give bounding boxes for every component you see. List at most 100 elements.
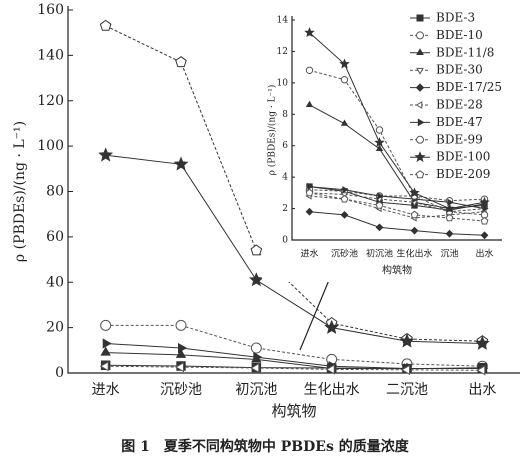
marker [444,203,455,213]
x-axis-title: 构筑物 [382,264,412,277]
marker [377,192,384,200]
legend-marker [416,14,424,22]
x-tick-label: 沉砂池 [160,382,202,398]
x-tick-label: 初沉池 [366,248,393,260]
y-tick-label: 2 [282,204,288,214]
series-line [105,365,483,371]
marker [482,204,489,213]
marker [447,198,454,206]
series-line [105,324,483,367]
marker [399,333,415,348]
marker [375,126,384,134]
marker [476,365,486,376]
series-line [309,69,485,216]
x-tick-label: 二沉池 [386,382,428,398]
legend-marker [415,101,423,109]
x-tick-label: 生化出水 [304,382,360,398]
y-tick-label: 160 [37,2,64,18]
legend-label: BDE-10 [436,28,483,42]
y-tick-label: 120 [37,93,64,109]
legend-label: BDE-99 [436,132,483,146]
legend-label: BDE-100 [436,150,490,164]
x-tick-label: 出水 [475,248,493,260]
y-tick-label: 0 [282,236,288,246]
marker [340,76,349,84]
legend-label: BDE-17/25 [436,80,502,94]
legend-marker [415,83,425,92]
marker [173,156,189,171]
legend-label: BDE-3 [436,11,475,25]
y-tick-label: 6 [282,141,288,151]
figure-caption: 图 1 夏季不同构筑物中 PBDEs 的质量浓度 [121,438,409,455]
legend-marker [416,48,424,55]
marker [100,319,112,331]
series-line [309,32,485,210]
y-tick-label: 40 [46,274,64,290]
series-line [309,192,485,213]
y-axis-title: ρ (PBDEs)/(ng · L⁻¹) [267,85,278,176]
series-line [105,364,483,370]
marker [248,272,264,287]
series-line [105,343,483,369]
y-tick-label: 20 [46,320,64,336]
x-tick-label: 沉砂池 [331,248,358,260]
marker [175,56,187,68]
y-axis-title: ρ (PBDEs)/(ng · L⁻¹) [12,121,28,262]
series-line [105,25,483,342]
series-line [309,104,485,210]
marker [305,100,314,107]
marker [340,194,349,203]
y-tick-label: 0 [55,365,64,381]
x-tick-label: 沉池 [440,248,458,260]
legend-marker [416,67,424,75]
marker [307,182,314,191]
y-tick-label: 14 [277,16,289,26]
marker [342,186,349,194]
legend-label: BDE-11/8 [436,45,494,59]
x-axis-title: 构筑物 [271,402,316,420]
marker [374,137,385,147]
marker [340,210,349,219]
series-line [105,154,483,344]
series-line [309,211,485,236]
marker [175,348,187,358]
marker [479,196,490,207]
marker [251,353,262,363]
legend-marker [416,31,424,40]
series-line [309,186,485,210]
y-tick-label: 12 [277,47,288,57]
marker [340,119,349,126]
marker [305,188,314,197]
marker [175,319,187,331]
marker [409,187,420,198]
legend-marker [415,170,425,179]
marker [401,364,410,376]
x-tick-label: 初沉池 [235,381,277,398]
x-tick-label: 生化出水 [396,248,432,260]
legend-label: BDE-209 [436,167,490,181]
marker [100,346,111,356]
marker [339,58,350,69]
y-tick-label: 140 [37,47,64,63]
y-tick-label: 100 [37,138,64,154]
marker [375,201,384,209]
marker [375,223,384,232]
marker [98,147,114,162]
marker [445,213,454,222]
marker [250,244,263,256]
series-line [309,186,485,211]
series-line [309,189,485,202]
marker [99,19,112,31]
legend-marker [417,118,425,127]
y-tick-label: 80 [46,184,64,200]
marker [99,361,109,372]
marker [324,319,340,334]
marker [305,66,314,74]
marker [250,362,260,374]
x-tick-label: 出水 [468,382,496,398]
y-tick-label: 10 [277,78,289,88]
marker [304,27,315,37]
legend-marker [416,135,424,144]
